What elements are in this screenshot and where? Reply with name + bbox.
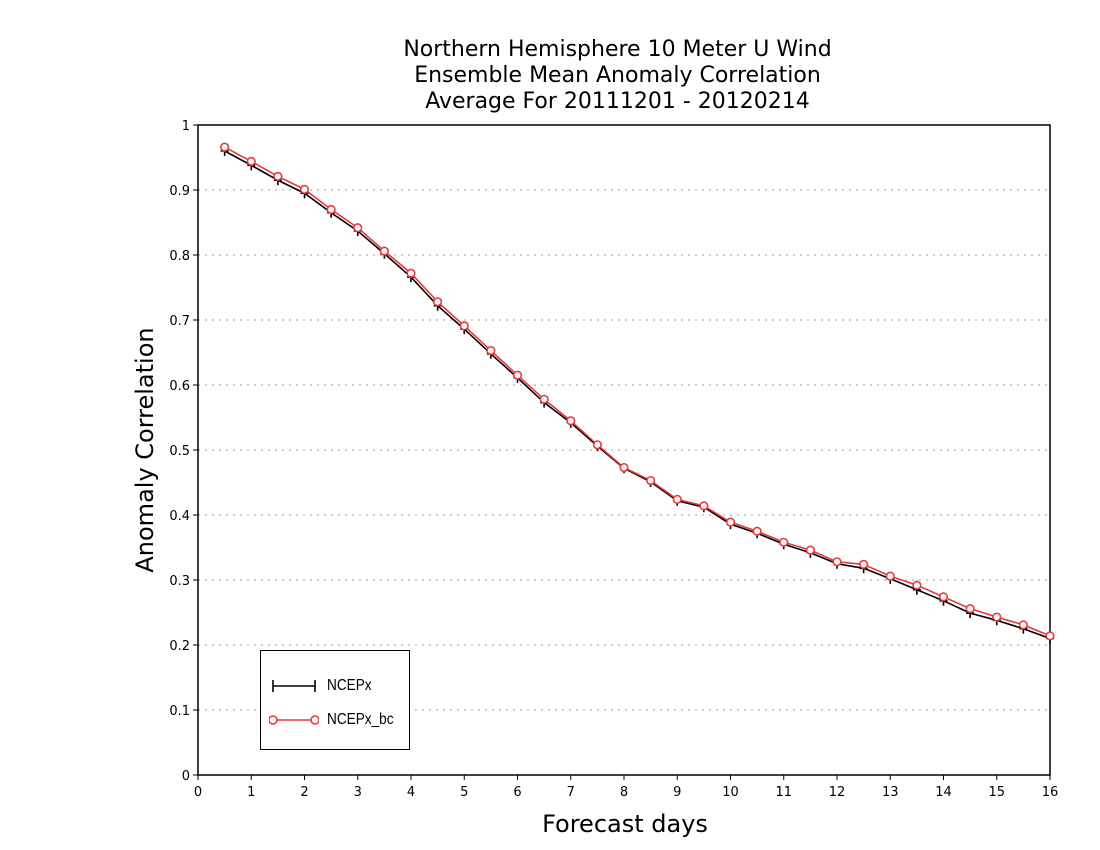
x-tick-label: 14: [935, 785, 952, 800]
data-point-ncepx-bc: [672, 494, 682, 505]
data-point-ncepx-bc: [832, 557, 842, 567]
y-axis-label: Anomaly Correlation: [131, 327, 159, 573]
data-point-ncepx-bc: [299, 184, 310, 194]
x-tick-label: 16: [1042, 785, 1059, 800]
data-point-ncepx-bc: [539, 394, 549, 404]
legend-label-ncepx-bc: NCEPx_bc: [327, 711, 394, 728]
x-tick-label: 0: [194, 785, 202, 800]
x-tick-label: 6: [513, 785, 521, 800]
data-point-ncepx-bc: [912, 580, 922, 590]
y-tick-label: 0.2: [169, 639, 190, 654]
data-point-ncepx-bc: [246, 156, 256, 166]
data-point-ncepx-bc: [965, 603, 975, 614]
y-tick-label: 0.3: [169, 574, 190, 589]
data-point-ncepx-bc: [859, 559, 869, 570]
x-tick-label: 9: [673, 785, 681, 800]
data-point-ncepx-bc: [725, 517, 736, 527]
x-tick-label: 1: [247, 785, 255, 800]
x-tick-label: 8: [620, 785, 628, 800]
data-point-ncepx-bc: [1045, 631, 1055, 641]
legend-swatch-ncepx-bc: [269, 715, 319, 725]
data-point-ncepx-bc: [566, 416, 576, 426]
y-tick-label: 0.8: [169, 249, 190, 264]
data-point-ncepx-bc: [220, 142, 230, 152]
chart-title-line-1: Northern Hemisphere 10 Meter U Wind: [403, 37, 832, 62]
chart-title-line-2: Ensemble Mean Anomaly Correlation: [414, 63, 821, 88]
data-point-ncepx-bc: [699, 501, 709, 511]
x-tick-label: 15: [988, 785, 1005, 800]
data-point-ncepx-bc: [486, 345, 496, 356]
x-tick-label: 4: [407, 785, 415, 800]
y-tick-label: 1: [182, 119, 190, 134]
chart-title-line-3: Average For 20111201 - 20120214: [425, 89, 810, 114]
y-tick-label: 0.6: [169, 379, 190, 394]
x-tick-label: 3: [354, 785, 362, 800]
data-point-ncepx-bc: [938, 592, 949, 602]
y-tick-label: 0.7: [169, 314, 190, 329]
y-tick-label: 0.5: [169, 444, 190, 459]
legend-entry-ncepx-bc: NCEPx_bc: [261, 705, 409, 735]
data-point-ncepx-bc: [805, 545, 815, 555]
data-point-ncepx-bc: [273, 171, 283, 181]
data-point-ncepx-bc: [885, 571, 895, 581]
series-line-ncepx-bc: [224, 146, 1051, 637]
chart-legend: NCEPx NCEPx_bc: [260, 650, 410, 750]
data-point-ncepx-bc: [459, 321, 469, 331]
data-point-ncepx-bc: [779, 537, 789, 547]
legend-entry-ncepx: NCEPx: [261, 671, 409, 701]
y-tick-label: 0: [182, 769, 190, 784]
data-point-ncepx-bc: [326, 204, 336, 215]
x-tick-label: 5: [460, 785, 468, 800]
series-line-ncepx: [224, 150, 1051, 640]
x-tick-label: 10: [722, 785, 739, 800]
data-point-ncepx-bc: [646, 475, 656, 486]
y-tick-label: 0.9: [169, 184, 190, 199]
data-point-ncepx-bc: [619, 462, 629, 473]
x-tick-label: 7: [567, 785, 575, 800]
data-point-ncepx-bc: [379, 246, 389, 256]
data-point-ncepx-bc: [406, 268, 416, 278]
data-point-ncepx-bc: [592, 440, 602, 450]
data-point-ncepx-bc: [512, 370, 523, 380]
data-point-ncepx-bc: [353, 223, 363, 233]
data-point-ncepx-bc: [992, 612, 1002, 622]
y-tick-label: 0.1: [169, 704, 190, 719]
x-axis-label: Forecast days: [542, 810, 708, 838]
x-tick-label: 2: [300, 785, 308, 800]
x-tick-label: 12: [829, 785, 846, 800]
data-point-ncepx-bc: [1018, 620, 1028, 630]
legend-swatch-ncepx: [272, 680, 316, 692]
legend-label-ncepx: NCEPx: [327, 677, 372, 694]
x-tick-label: 11: [775, 785, 792, 800]
y-tick-label: 0.4: [169, 509, 190, 524]
x-tick-label: 13: [882, 785, 899, 800]
data-point-ncepx-bc: [433, 297, 443, 307]
data-point-ncepx-bc: [752, 526, 762, 536]
